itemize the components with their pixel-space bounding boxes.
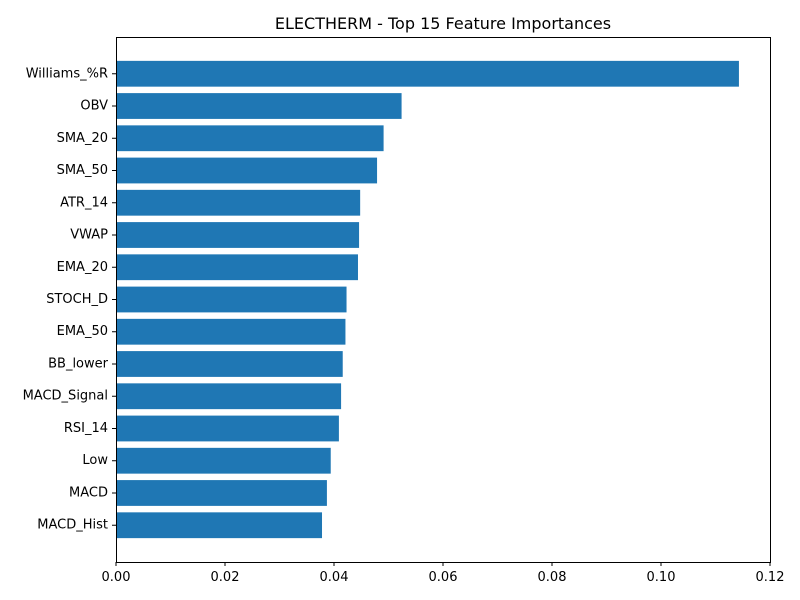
bar-low [116, 447, 331, 474]
y-tick-label: EMA_50 [57, 324, 108, 339]
y-axis-ticks: Williams_%R OBV SMA_20 SMA_50 ATR_14 VWAP EMA_… [23, 66, 116, 533]
x-axis-ticks: 0.00 0.02 0.04 0.06 0.08 0.10 0.12 [102, 562, 785, 585]
x-tick-label: 0.00 [102, 570, 131, 585]
y-tick-label: BB_lower [48, 356, 109, 371]
y-tick-label: OBV [80, 99, 108, 114]
bar-obv [116, 93, 402, 119]
x-tick-label: 0.10 [647, 570, 676, 585]
bar-stoch-d [116, 286, 347, 313]
bar-williams-r [116, 60, 739, 87]
y-tick-label: MACD_Signal [23, 389, 108, 404]
chart-title: ELECTHERM - Top 15 Feature Importances [275, 14, 611, 33]
x-tick-label: 0.12 [756, 570, 785, 585]
bar-vwap [116, 222, 360, 248]
bar-bb-lower [116, 351, 343, 377]
bar-atr-14 [116, 189, 361, 216]
plot-frame [116, 37, 771, 563]
x-tick-label: 0.02 [211, 570, 240, 585]
bar-macd-signal [116, 383, 342, 410]
y-tick-label: MACD [69, 485, 108, 500]
y-tick-label: STOCH_D [46, 292, 108, 307]
bar-ema-20 [116, 254, 358, 281]
x-tick-label: 0.08 [538, 570, 567, 585]
y-tick-label: EMA_20 [57, 260, 108, 275]
bar-sma-50 [116, 157, 378, 184]
bar-rsi-14 [116, 415, 339, 442]
y-tick-label: Williams_%R [26, 66, 108, 81]
y-tick-label: SMA_50 [57, 163, 108, 178]
x-tick-label: 0.06 [429, 570, 458, 585]
bar-ema-50 [116, 318, 346, 345]
y-tick-label: MACD_Hist [37, 518, 108, 533]
bar-macd [116, 480, 327, 506]
y-tick-label: VWAP [70, 228, 108, 243]
bars-group [116, 60, 739, 539]
y-tick-label: Low [82, 453, 108, 468]
y-tick-label: SMA_20 [57, 131, 108, 146]
bar-sma-20 [116, 125, 384, 152]
x-tick-label: 0.04 [320, 570, 349, 585]
y-tick-label: ATR_14 [60, 195, 108, 210]
y-tick-label: RSI_14 [64, 421, 108, 436]
bar-macd-hist [116, 512, 323, 539]
